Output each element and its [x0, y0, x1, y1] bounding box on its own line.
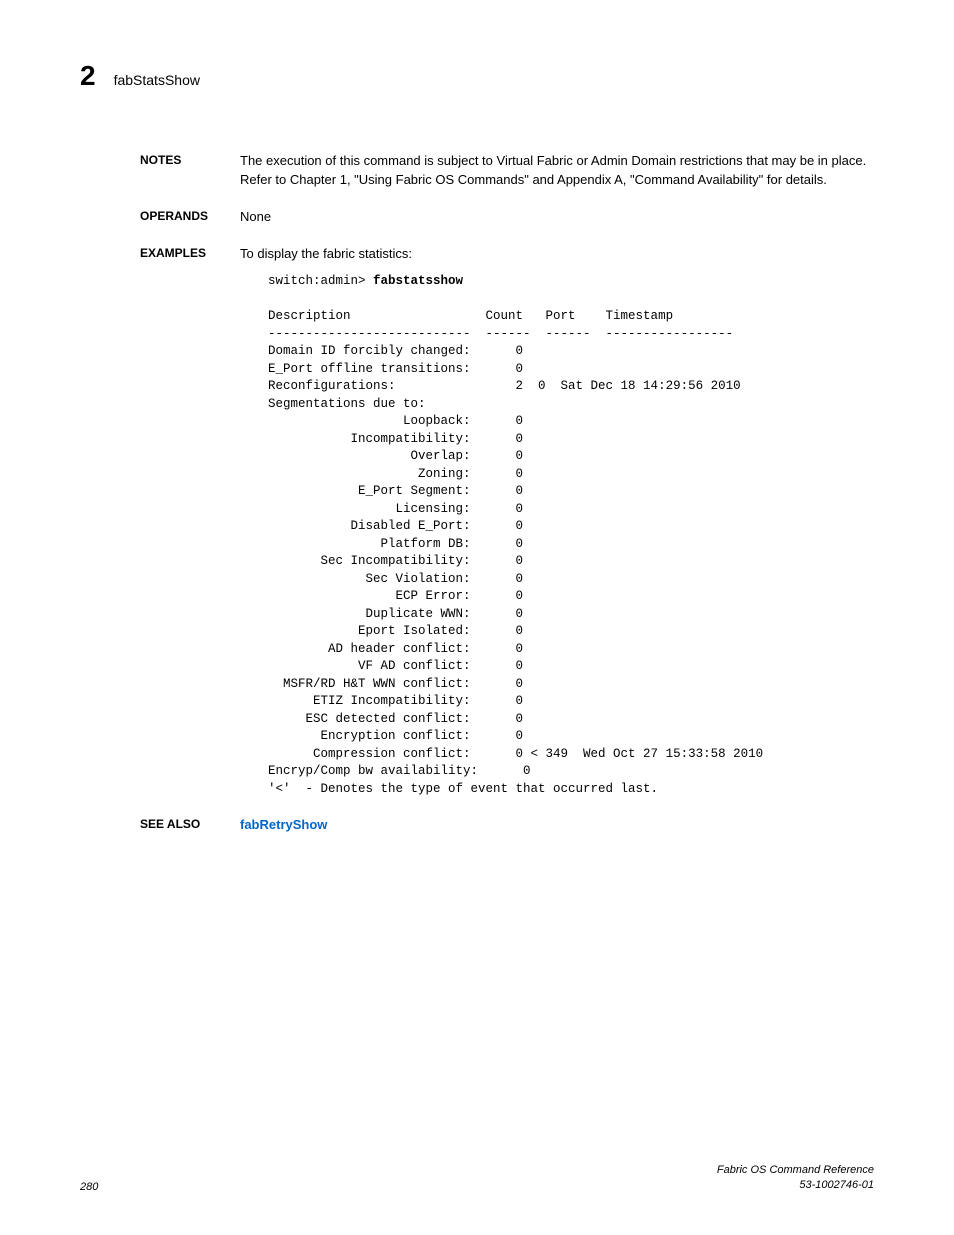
- examples-intro: To display the fabric statistics:: [240, 245, 874, 264]
- doc-title: Fabric OS Command Reference: [717, 1163, 874, 1178]
- terminal-output: switch:admin> fabstatsshow Description C…: [240, 273, 874, 798]
- terminal-body: Description Count Port Timestamp -------…: [268, 309, 763, 796]
- chapter-number: 2: [80, 60, 96, 92]
- header-title: fabStatsShow: [114, 72, 200, 88]
- see-also-section: SEE ALSO fabRetryShow: [80, 816, 874, 835]
- page-header: 2 fabStatsShow: [80, 60, 874, 92]
- operands-label: OPERANDS: [140, 208, 240, 227]
- operands-text: None: [240, 208, 874, 227]
- examples-label: EXAMPLES: [140, 245, 240, 799]
- footer-doc-info: Fabric OS Command Reference 53-1002746-0…: [717, 1163, 874, 1193]
- page-number: 280: [80, 1181, 98, 1193]
- examples-content: To display the fabric statistics: switch…: [240, 245, 874, 799]
- terminal-prompt: switch:admin>: [268, 274, 373, 288]
- see-also-label: SEE ALSO: [140, 816, 240, 835]
- see-also-content: fabRetryShow: [240, 816, 874, 835]
- notes-label: NOTES: [140, 152, 240, 190]
- examples-section: EXAMPLES To display the fabric statistic…: [80, 245, 874, 799]
- operands-section: OPERANDS None: [80, 208, 874, 227]
- terminal-command: fabstatsshow: [373, 274, 463, 288]
- notes-text: The execution of this command is subject…: [240, 152, 874, 190]
- page-footer: 280 Fabric OS Command Reference 53-10027…: [80, 1163, 874, 1193]
- doc-id: 53-1002746-01: [717, 1178, 874, 1193]
- see-also-link[interactable]: fabRetryShow: [240, 817, 327, 832]
- notes-section: NOTES The execution of this command is s…: [80, 152, 874, 190]
